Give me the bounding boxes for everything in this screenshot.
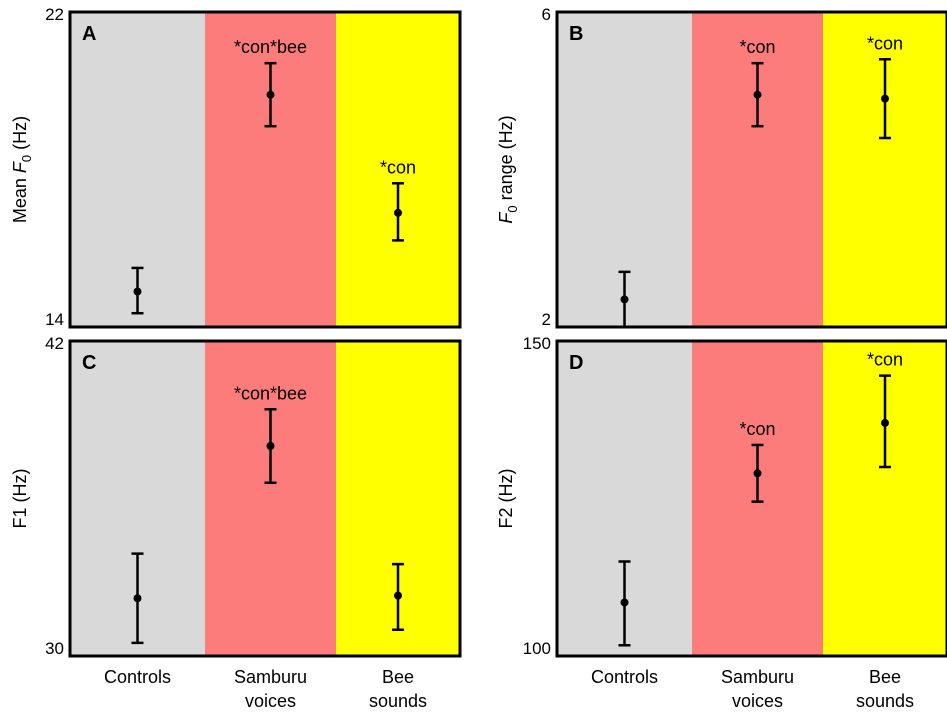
panel-letter: C <box>82 352 96 374</box>
data-point-bee <box>392 562 404 631</box>
mean-marker <box>620 598 629 607</box>
panel-letter: A <box>82 23 96 45</box>
significance-annotation: *con <box>739 419 775 439</box>
data-point-bee: *con <box>867 33 903 140</box>
x-tick-label: Controls <box>104 667 171 687</box>
mean-marker <box>394 591 402 600</box>
y-tick-label-max: 22 <box>45 5 64 24</box>
y-tick-label-min: 2 <box>542 310 551 329</box>
x-tick-label-line2: voices <box>245 691 296 711</box>
significance-annotation: *con <box>867 33 903 53</box>
x-axis-labels-left: Controls Samburu voices Bee sounds <box>104 667 427 711</box>
significance-annotation: *con <box>867 350 903 370</box>
mean-marker <box>133 287 142 296</box>
data-point-controls <box>618 560 631 647</box>
significance-annotation: *con <box>739 37 775 57</box>
y-tick-label-min: 100 <box>523 639 551 658</box>
panel-letter: D <box>569 352 583 374</box>
band-samburu <box>692 12 823 327</box>
x-tick-label-line2: voices <box>732 691 783 711</box>
x-tick-label: Samburu <box>234 667 307 687</box>
x-tick-label: Bee <box>382 667 414 687</box>
panel-b: B6 2 F0 range (Hz) *con *con <box>496 5 947 329</box>
significance-annotation: *con*bee <box>234 383 307 403</box>
y-tick-label-max: 150 <box>523 334 551 353</box>
significance-annotation: *con <box>380 157 416 177</box>
x-tick-label: Samburu <box>721 667 794 687</box>
panel-frame <box>68 10 462 329</box>
panel-frame <box>555 10 947 329</box>
panel-frame <box>555 339 947 658</box>
y-tick-label-max: 42 <box>45 334 64 353</box>
mean-marker <box>620 295 629 304</box>
data-point-controls <box>131 552 144 645</box>
mean-marker <box>753 90 762 99</box>
panel-frame <box>68 339 462 658</box>
y-tick-label-min: 14 <box>45 310 64 329</box>
mean-marker <box>394 208 402 217</box>
data-point-samburu: *con <box>739 37 776 128</box>
mean-marker <box>881 418 889 427</box>
significance-annotation: *con*bee <box>234 37 307 57</box>
band-bee <box>336 12 460 327</box>
panel-a: A 22 14 Mean F0 (Hz) *con*bee *con <box>10 5 462 329</box>
mean-marker <box>266 90 275 99</box>
data-point-samburu: *con*bee <box>234 37 307 128</box>
mean-marker <box>133 594 142 603</box>
band-samburu <box>205 341 336 656</box>
y-tick-label-min: 30 <box>45 639 64 658</box>
mean-marker <box>753 469 762 478</box>
y-axis-label: F0 range (Hz) <box>496 115 520 223</box>
x-tick-label: Bee <box>869 667 901 687</box>
y-axis-label: F1 (Hz) <box>10 469 30 529</box>
x-axis-labels-right: Controls Samburu voices Bee sounds <box>591 667 914 711</box>
x-tick-label-line2: sounds <box>369 691 427 711</box>
data-point-samburu: *con*bee <box>234 383 307 484</box>
y-axis-label: F2 (Hz) <box>496 469 516 529</box>
panel-d: D 150 100 F2 (Hz) *con *con <box>496 334 947 658</box>
y-tick-label-max: 6 <box>542 5 551 24</box>
x-tick-label-line2: sounds <box>856 691 914 711</box>
data-point-controls <box>131 266 144 315</box>
data-point-bee: *con <box>867 350 903 469</box>
data-point-controls <box>618 270 631 329</box>
y-axis-label: Mean F0 (Hz) <box>10 116 34 223</box>
panel-letter: B <box>569 23 583 45</box>
data-point-bee: *con <box>380 157 416 242</box>
mean-marker <box>266 442 275 450</box>
data-point-samburu: *con <box>739 419 776 503</box>
x-tick-label: Controls <box>591 667 658 687</box>
band-samburu <box>205 12 336 327</box>
mean-marker <box>881 94 889 103</box>
panel-c: C 42 30 F1 (Hz) *con*bee <box>10 334 462 658</box>
